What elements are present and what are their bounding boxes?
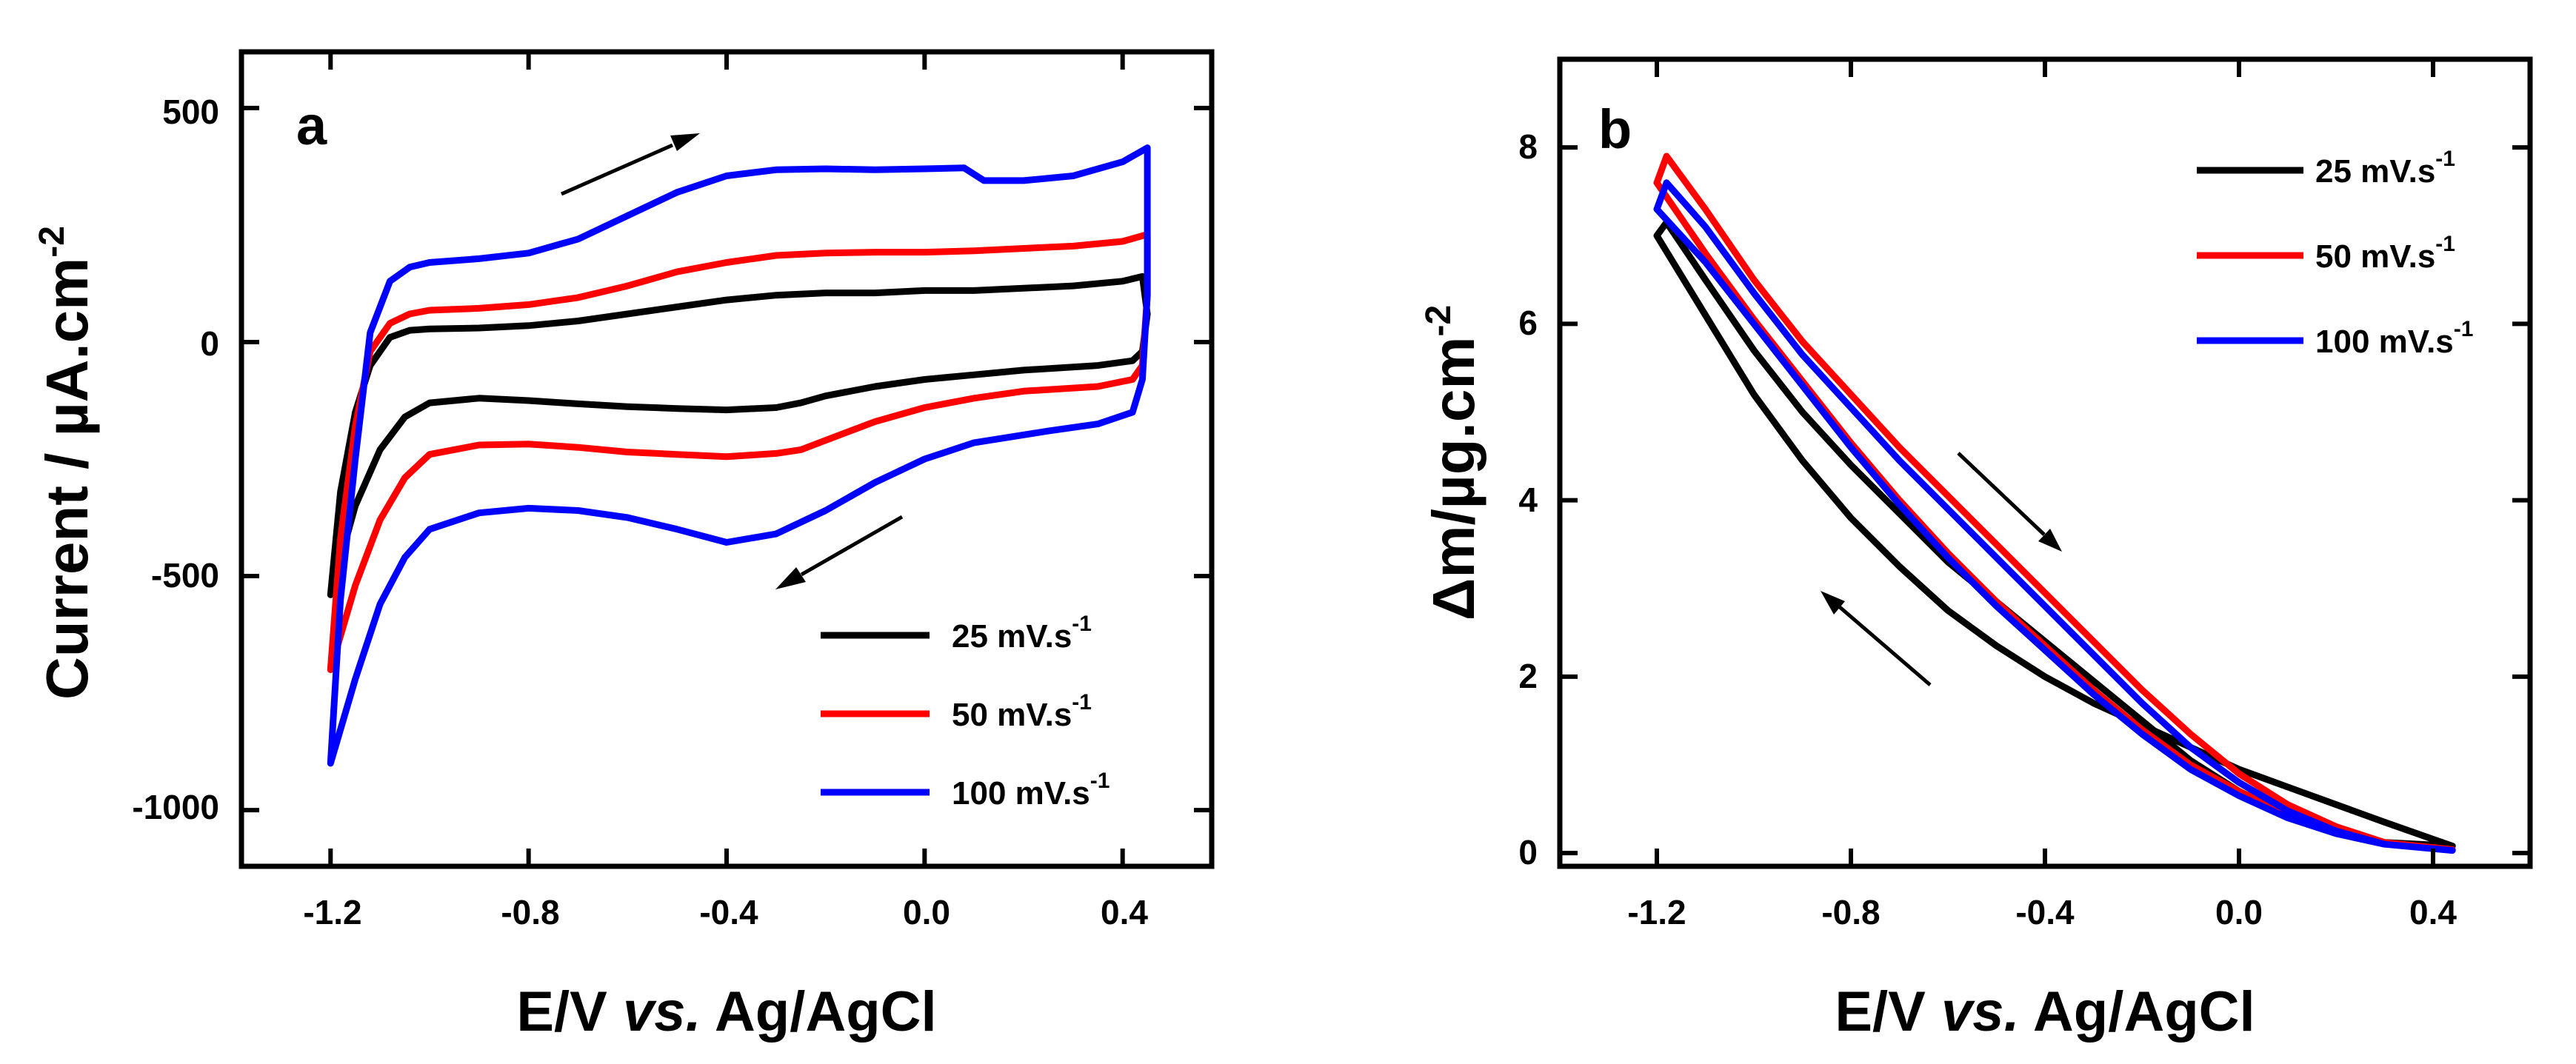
panel-b-y-axis-title: Δm/µg.cm-2 [1419, 305, 1486, 620]
legend-entry: 50 mV.s-1 [821, 690, 1092, 733]
legend-entry: 50 mV.s-1 [2197, 232, 2455, 275]
legend-entry: 100 mV.s-1 [821, 769, 1110, 812]
panel-a-xtick-label: -0.4 [699, 893, 758, 931]
panel-b-ytick-label: 8 [1518, 127, 1538, 166]
panel-a-scan-arrow-forward-head [670, 133, 700, 151]
panel-b-ytick-label: 4 [1518, 481, 1538, 519]
panel-b-xtick-label: 0.0 [2215, 893, 2263, 931]
legend-label: 100 mV.s-1 [952, 769, 1110, 812]
panel-b-letter: b [1598, 98, 1632, 160]
panel-a-letter: a [296, 95, 327, 156]
legend-entry: 100 mV.s-1 [2197, 317, 2473, 360]
legend-entry: 25 mV.s-1 [2197, 147, 2455, 190]
panel-a-xtick-label: 0.0 [903, 893, 950, 931]
panel-a-scan-arrow-reverse-shaft [800, 515, 904, 577]
panel-b-scan-arrow-forward-head [2038, 529, 2062, 552]
panel-b-series-group [1653, 153, 2456, 854]
panel-a-ytick-label: 0 [200, 324, 219, 363]
panel-a-series-100 [327, 144, 1151, 767]
panel-a-xtick-label: -1.2 [303, 893, 361, 931]
panel-b-series-100 [1653, 179, 2456, 854]
panel-a-scan-arrow-reverse [775, 515, 904, 589]
legend-label: 50 mV.s-1 [952, 690, 1092, 733]
panel-b-xtick-label: -1.2 [1627, 893, 1686, 931]
panel-a-y-axis-title: Current / µA.cm-2 [33, 226, 100, 700]
panel-b-scan-arrow-reverse-shaft [1838, 606, 1932, 686]
panel-a-series-group [327, 144, 1151, 767]
panel-b-ytick-label: 2 [1518, 657, 1538, 695]
panel-b-x-axis-title: E/V vs. Ag/AgCl [1835, 980, 2255, 1043]
legend-label: 25 mV.s-1 [2315, 147, 2455, 190]
panel-a-scan-arrow-reverse-head [775, 567, 806, 589]
panel-b-xtick-label: -0.4 [2015, 893, 2075, 931]
panel-a-ytick-label: -500 [151, 556, 219, 595]
panel-b-ticks [1560, 59, 2530, 866]
panel-a-ticks [241, 52, 1212, 866]
legend-label: 25 mV.s-1 [952, 612, 1092, 655]
panel-b-xtick-label: -0.8 [1821, 893, 1880, 931]
panel-b-legend: 25 mV.s-1 50 mV.s-1 100 mV.s-1 [2197, 147, 2473, 360]
panel-b-ytick-label: 6 [1518, 304, 1538, 342]
legend-label: 100 mV.s-1 [2315, 317, 2473, 360]
panel-b-scan-arrow-reverse [1821, 591, 1932, 686]
panel-a-legend: 25 mV.s-1 50 mV.s-1 100 mV.s-1 [821, 612, 1110, 812]
panel-b: -1.2 -0.8 -0.4 0.0 0.4 0 2 4 6 8 E/V vs.… [1419, 56, 2533, 1043]
panel-a-scan-arrow-forward-shaft [560, 143, 674, 196]
panel-a-xtick-label: 0.4 [1101, 893, 1148, 931]
panel-b-ytick-label: 0 [1518, 833, 1538, 871]
panel-a-x-axis-title: E/V vs. Ag/AgCl [516, 980, 936, 1043]
panel-b-scan-arrow-forward [1957, 452, 2062, 552]
legend-label: 50 mV.s-1 [2315, 232, 2455, 275]
panel-b-xtick-label: 0.4 [2409, 893, 2457, 931]
panel-a-scan-arrow-forward [560, 133, 700, 196]
panel-a-ytick-label: -1000 [132, 788, 219, 826]
panel-a-ytick-label: 500 [162, 93, 219, 131]
panel-b-scan-arrow-forward-shaft [1957, 452, 2046, 536]
panel-b-scan-arrow-reverse-head [1821, 591, 1845, 615]
legend-entry: 25 mV.s-1 [821, 612, 1092, 655]
panel-b-series-25 [1653, 218, 2456, 850]
panel-a: -1.2 -0.8 -0.4 0.0 0.4 -1000 -500 0 500 … [33, 49, 1215, 1043]
panel-a-xtick-label: -0.8 [501, 893, 559, 931]
